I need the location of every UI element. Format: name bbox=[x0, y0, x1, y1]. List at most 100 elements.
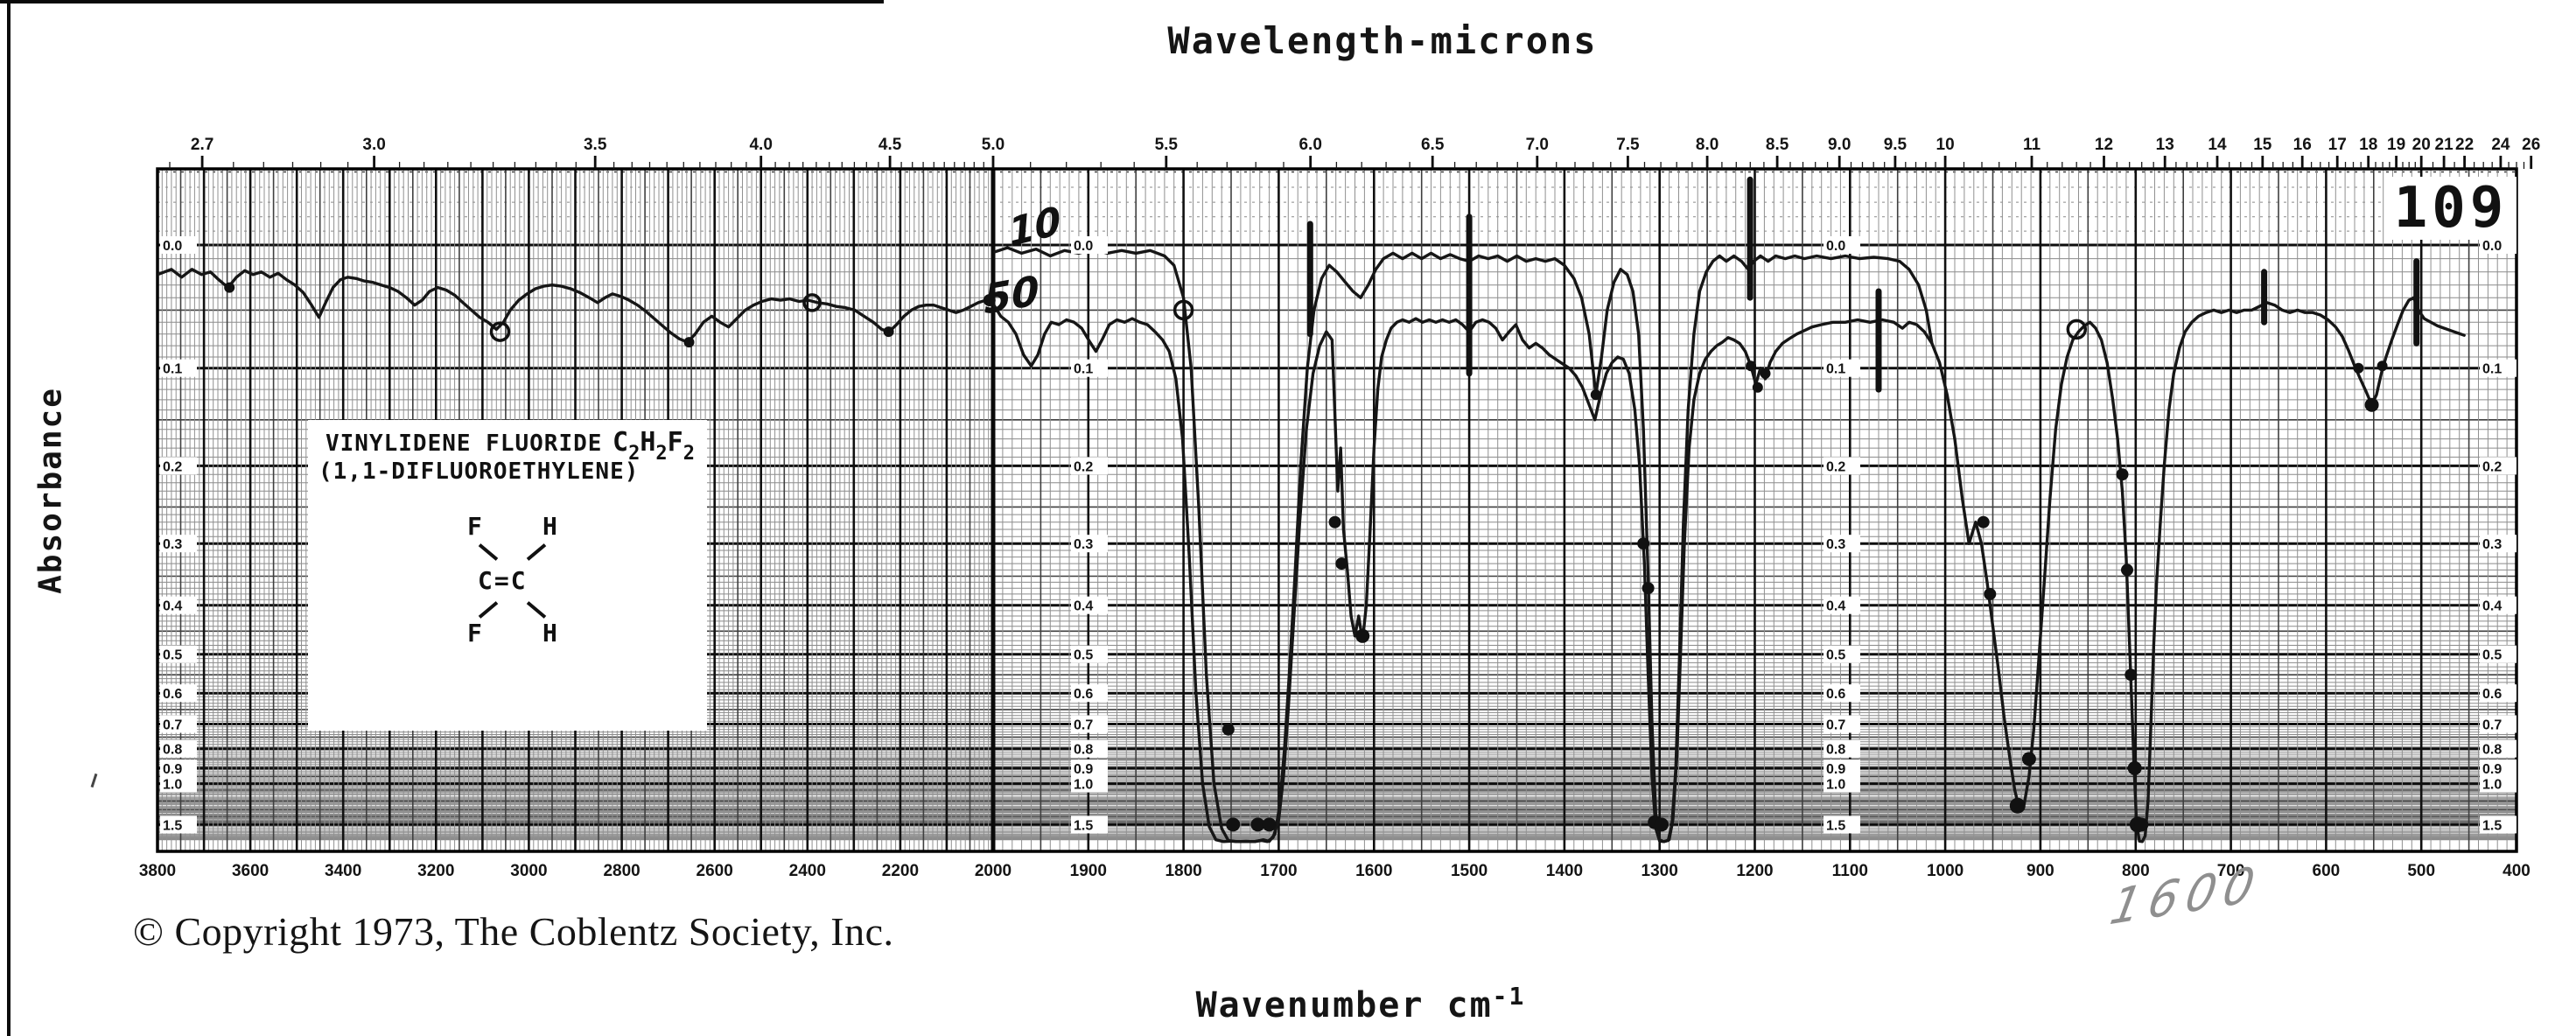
svg-text:1600: 1600 bbox=[1355, 862, 1392, 880]
svg-text:0.2: 0.2 bbox=[1826, 459, 1845, 474]
svg-text:0.1: 0.1 bbox=[163, 362, 182, 377]
svg-text:0.3: 0.3 bbox=[1826, 537, 1845, 552]
svg-text:3200: 3200 bbox=[417, 862, 454, 880]
formula-element-3: F bbox=[667, 427, 683, 458]
spectrum-number-badge: 109 bbox=[2385, 176, 2516, 241]
formula-sub-1: 2 bbox=[628, 443, 640, 465]
svg-text:1900: 1900 bbox=[1070, 862, 1107, 880]
svg-text:1.0: 1.0 bbox=[1074, 778, 1093, 793]
svg-text:0.4: 0.4 bbox=[163, 599, 182, 614]
svg-text:10: 10 bbox=[1936, 136, 1955, 154]
formula-element-2: H bbox=[640, 427, 656, 458]
absorbance-scale-labels: 0.00.10.20.30.40.50.60.70.80.91.01.50.00… bbox=[160, 236, 2516, 834]
svg-text:0.0: 0.0 bbox=[1074, 239, 1093, 254]
svg-text:21: 21 bbox=[2435, 136, 2454, 154]
scan-left-border bbox=[7, 0, 10, 1036]
svg-text:16: 16 bbox=[2293, 136, 2312, 154]
svg-text:5.5: 5.5 bbox=[1155, 136, 1179, 154]
svg-text:14: 14 bbox=[2208, 136, 2227, 154]
svg-text:0.9: 0.9 bbox=[2482, 762, 2502, 777]
compound-alt-name: (1,1-DIFLUOROETHYLENE) bbox=[318, 458, 640, 485]
svg-text:0.4: 0.4 bbox=[1074, 599, 1093, 614]
svg-text:0.4: 0.4 bbox=[1826, 599, 1845, 614]
svg-text:1.5: 1.5 bbox=[163, 818, 182, 833]
svg-text:0.1: 0.1 bbox=[1826, 362, 1845, 377]
formula-sub-3: 2 bbox=[682, 443, 695, 465]
formula-element-1: C bbox=[612, 427, 629, 458]
svg-text:0.9: 0.9 bbox=[1826, 762, 1845, 777]
svg-text:0.9: 0.9 bbox=[1074, 762, 1093, 777]
svg-text:1500: 1500 bbox=[1451, 862, 1488, 880]
svg-text:600: 600 bbox=[2313, 862, 2341, 880]
svg-text:1.5: 1.5 bbox=[1074, 818, 1093, 833]
svg-text:6.5: 6.5 bbox=[1421, 136, 1445, 154]
svg-text:0.0: 0.0 bbox=[2482, 239, 2502, 254]
svg-text:0.6: 0.6 bbox=[163, 687, 182, 702]
svg-text:0.6: 0.6 bbox=[2482, 687, 2502, 702]
atom-hydrogen-top: H bbox=[542, 512, 557, 541]
svg-text:2800: 2800 bbox=[603, 862, 640, 880]
atom-fluorine-bottom: F bbox=[467, 619, 482, 648]
atom-hydrogen-bottom: H bbox=[542, 619, 557, 648]
svg-text:4.5: 4.5 bbox=[878, 136, 902, 154]
carbon-double-bond: C=C bbox=[478, 566, 528, 595]
svg-text:2000: 2000 bbox=[975, 862, 1012, 880]
svg-text:0.8: 0.8 bbox=[163, 743, 182, 758]
svg-text:3.0: 3.0 bbox=[362, 136, 385, 154]
svg-text:1400: 1400 bbox=[1546, 862, 1583, 880]
svg-text:2600: 2600 bbox=[696, 862, 733, 880]
svg-text:1800: 1800 bbox=[1165, 862, 1201, 880]
svg-text:3800: 3800 bbox=[139, 862, 176, 880]
structure-diagram: F H C=C F H bbox=[439, 512, 579, 652]
svg-text:1700: 1700 bbox=[1260, 862, 1297, 880]
svg-text:15: 15 bbox=[2253, 136, 2272, 154]
svg-text:18: 18 bbox=[2359, 136, 2377, 154]
svg-text:11: 11 bbox=[2023, 136, 2041, 154]
svg-text:0.5: 0.5 bbox=[1826, 648, 1845, 663]
svg-text:2.7: 2.7 bbox=[191, 136, 214, 154]
svg-text:0.5: 0.5 bbox=[1074, 648, 1093, 663]
svg-text:1.0: 1.0 bbox=[163, 778, 182, 793]
svg-text:1.5: 1.5 bbox=[1826, 818, 1845, 833]
svg-text:17: 17 bbox=[2328, 136, 2347, 154]
svg-text:19: 19 bbox=[2387, 136, 2405, 154]
bond-line bbox=[478, 601, 499, 619]
svg-text:400: 400 bbox=[2502, 862, 2530, 880]
svg-text:1.0: 1.0 bbox=[1826, 778, 1845, 793]
svg-text:0.9: 0.9 bbox=[163, 762, 182, 777]
svg-text:12: 12 bbox=[2095, 136, 2113, 154]
wavenumber-labels: 3800 3600 3400 3200 3000 2800 2600 2400 2200 2000… bbox=[139, 862, 2530, 880]
atom-fluorine-top: F bbox=[467, 512, 482, 541]
absorbance-axis-title: Absorbance bbox=[32, 387, 69, 594]
svg-text:0.8: 0.8 bbox=[1074, 743, 1093, 758]
svg-text:1200: 1200 bbox=[1736, 862, 1773, 880]
svg-text:20: 20 bbox=[2412, 136, 2431, 154]
svg-text:0.6: 0.6 bbox=[1826, 687, 1845, 702]
svg-text:26: 26 bbox=[2522, 136, 2540, 154]
svg-text:0.0: 0.0 bbox=[1826, 239, 1845, 254]
bond-line bbox=[526, 543, 547, 561]
svg-text:0.2: 0.2 bbox=[1074, 459, 1093, 474]
svg-text:7.5: 7.5 bbox=[1616, 136, 1640, 154]
svg-text:3000: 3000 bbox=[510, 862, 547, 880]
svg-text:0.3: 0.3 bbox=[163, 537, 182, 552]
svg-text:1100: 1100 bbox=[1832, 862, 1868, 880]
spectrum-traces bbox=[158, 176, 2466, 844]
svg-text:6.0: 6.0 bbox=[1298, 136, 1321, 154]
svg-text:9.0: 9.0 bbox=[1828, 136, 1851, 154]
svg-text:0.4: 0.4 bbox=[2482, 599, 2502, 614]
bond-line bbox=[478, 543, 499, 561]
svg-text:0.7: 0.7 bbox=[2482, 718, 2502, 733]
svg-text:5.0: 5.0 bbox=[982, 136, 1004, 154]
svg-text:0.1: 0.1 bbox=[1074, 362, 1093, 377]
svg-text:22: 22 bbox=[2455, 136, 2474, 154]
svg-text:0.7: 0.7 bbox=[1826, 718, 1845, 733]
handwritten-pressure-50: 50 bbox=[983, 266, 1040, 324]
svg-text:1300: 1300 bbox=[1642, 862, 1678, 880]
svg-text:3400: 3400 bbox=[325, 862, 361, 880]
svg-text:0.7: 0.7 bbox=[163, 718, 182, 733]
svg-text:900: 900 bbox=[2026, 862, 2054, 880]
scan-top-border bbox=[0, 0, 884, 4]
svg-text:1000: 1000 bbox=[1927, 862, 1964, 880]
formula-sub-2: 2 bbox=[655, 443, 668, 465]
